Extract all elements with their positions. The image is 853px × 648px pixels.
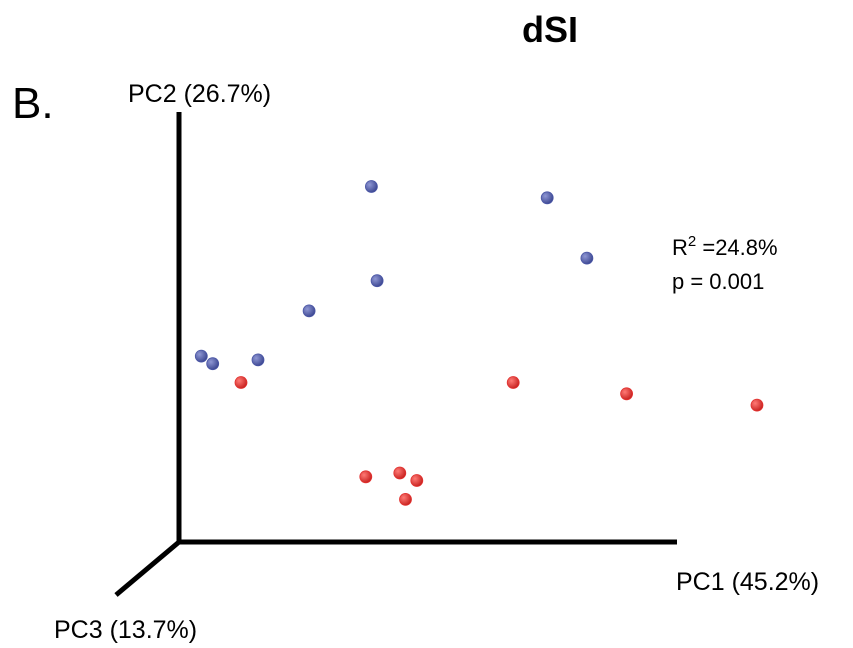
- data-point-series2-7: [410, 474, 424, 487]
- z-axis-line: [114, 540, 181, 597]
- data-point-series2-1: [234, 376, 248, 389]
- data-point-series1-7: [206, 357, 220, 371]
- data-point-series1-6: [194, 349, 208, 363]
- data-points: [194, 180, 764, 506]
- data-point-series1-5: [302, 304, 316, 318]
- data-point-series2-4: [750, 398, 764, 412]
- data-point-series2-8: [399, 492, 412, 506]
- p-value-annotation: p = 0.001: [672, 269, 764, 294]
- data-point-series1-3: [580, 251, 594, 265]
- r2-prefix: R: [672, 235, 688, 260]
- data-point-series2-3: [620, 387, 633, 401]
- r-squared-annotation: R2 =24.8%: [672, 233, 778, 260]
- x-axis-label: PC1 (45.2%): [676, 568, 819, 596]
- z-axis-label: PC3 (13.7%): [54, 616, 197, 644]
- data-point-series2-6: [393, 466, 407, 480]
- data-point-series1-4: [370, 274, 384, 288]
- data-point-series2-2: [506, 376, 520, 389]
- r2-value: =24.8%: [696, 235, 777, 260]
- chart-title: dSI: [522, 9, 578, 50]
- data-point-series1-2: [540, 191, 554, 205]
- data-point-series1-1: [364, 180, 378, 193]
- data-point-series2-5: [359, 470, 373, 484]
- r2-superscript: 2: [688, 233, 696, 250]
- data-point-series1-8: [251, 353, 265, 367]
- y-axis-label: PC2 (26.7%): [128, 80, 271, 108]
- panel-label: B.: [12, 79, 54, 128]
